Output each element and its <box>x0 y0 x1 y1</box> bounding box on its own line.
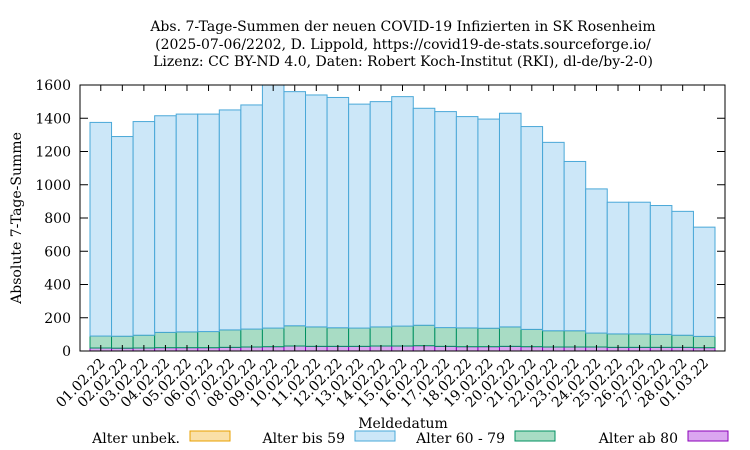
bar-alter-60-79-14 <box>391 325 414 347</box>
legend-swatch-3 <box>687 430 729 442</box>
bar-alter-bis-59-16 <box>434 111 457 329</box>
bar-alter-60-79-22 <box>563 330 587 348</box>
bars-layer <box>89 84 716 352</box>
bar-alter-bis-59-1 <box>111 136 134 337</box>
y-tick-label-3: 600 <box>44 244 71 260</box>
legend-swatch-0 <box>189 430 231 442</box>
bar-alter-bis-59-23 <box>585 188 608 334</box>
bar-alter-60-79-15 <box>412 324 436 347</box>
x-axis-label: Meldedatum <box>358 416 448 432</box>
bar-alter-60-79-13 <box>369 326 393 347</box>
legend-label-2: Alter 60 - 79 <box>415 431 505 447</box>
title-line-1: Abs. 7-Tage-Summen der neuen COVID-19 In… <box>149 19 655 35</box>
bar-alter-60-79-19 <box>498 326 522 347</box>
y-tick-label-4: 800 <box>44 211 71 227</box>
bar-alter-60-79-7 <box>240 328 263 348</box>
y-tick-label-8: 1600 <box>35 78 71 94</box>
bar-alter-60-79-17 <box>455 327 479 348</box>
bar-alter-bis-59-7 <box>240 104 263 330</box>
bar-alter-bis-59-28 <box>692 226 716 337</box>
bar-alter-60-79-18 <box>477 327 500 348</box>
legend-label-1: Alter bis 59 <box>261 431 345 447</box>
bar-alter-60-79-8 <box>261 327 285 348</box>
bar-alter-60-79-11 <box>326 327 350 347</box>
bar-alter-bis-59-8 <box>261 84 285 329</box>
legend: Alter unbek. Alter bis 59 Alter 60 - 79 Alt… <box>91 430 729 447</box>
bar-alter-bis-59-2 <box>132 121 156 336</box>
title-line-3: Lizenz: CC BY-ND 4.0, Daten: Robert Koch… <box>153 54 653 70</box>
bar-alter-60-79-10 <box>305 326 328 347</box>
bar-alter-bis-59-20 <box>520 126 544 330</box>
bar-alter-60-79-16 <box>434 327 457 347</box>
bar-alter-bis-59-24 <box>606 201 630 335</box>
bar-alter-60-79-20 <box>520 328 544 348</box>
title-line-2: (2025-07-06/2202, D. Lippold, https://co… <box>155 37 651 53</box>
bar-alter-60-79-6 <box>218 329 242 348</box>
bar-alter-bis-59-6 <box>218 109 242 331</box>
y-tick-label-1: 200 <box>44 311 71 327</box>
y-tick-label-5: 1000 <box>35 178 71 194</box>
bar-alter-60-79-9 <box>283 325 307 347</box>
bar-alter-60-79-21 <box>542 330 565 348</box>
bar-alter-bis-59-15 <box>412 107 436 326</box>
chart-title: Abs. 7-Tage-Summen der neuen COVID-19 In… <box>149 19 655 70</box>
y-tick-label-7: 1400 <box>35 111 71 127</box>
bar-alter-bis-59-19 <box>498 112 522 328</box>
legend-label-0: Alter unbek. <box>91 431 180 447</box>
legend-label-3: Alter ab 80 <box>598 431 678 447</box>
bar-alter-bis-59-17 <box>455 116 479 329</box>
x-axis: 01.02.2202.02.2203.02.2204.02.2205.02.22… <box>53 85 712 411</box>
y-axis-label: Absolute 7-Tage-Summe <box>9 132 25 305</box>
bar-alter-bis-59-11 <box>326 96 350 329</box>
bar-alter-bis-59-3 <box>154 115 177 333</box>
bar-alter-bis-59-27 <box>671 210 694 336</box>
bar-alter-60-79-12 <box>348 327 371 347</box>
y-tick-label-2: 400 <box>44 278 71 294</box>
bar-alter-bis-59-22 <box>563 160 587 332</box>
bar-alter-bis-59-14 <box>391 96 414 327</box>
bar-alter-bis-59-21 <box>542 141 565 332</box>
bar-alter-bis-59-18 <box>477 118 500 329</box>
bar-alter-bis-59-0 <box>89 121 113 337</box>
y-tick-label-0: 0 <box>62 344 71 360</box>
legend-swatch-1 <box>354 430 396 442</box>
bar-alter-bis-59-5 <box>197 113 220 333</box>
y-axis: 0 200 400 600 800 1000 1200 1400 1600 <box>35 78 725 360</box>
bar-alter-bis-59-9 <box>283 91 307 327</box>
bar-alter-bis-59-4 <box>175 113 199 333</box>
plot-frame <box>79 84 726 352</box>
bar-alter-60-79-23 <box>585 332 608 348</box>
bar-alter-bis-59-25 <box>628 201 651 335</box>
bar-alter-bis-59-26 <box>649 205 673 335</box>
bar-alter-bis-59-12 <box>348 103 371 329</box>
y-tick-label-6: 1200 <box>35 145 71 161</box>
legend-swatch-2 <box>514 430 556 442</box>
bar-alter-bis-59-10 <box>305 94 328 328</box>
bar-alter-bis-59-13 <box>369 101 393 328</box>
